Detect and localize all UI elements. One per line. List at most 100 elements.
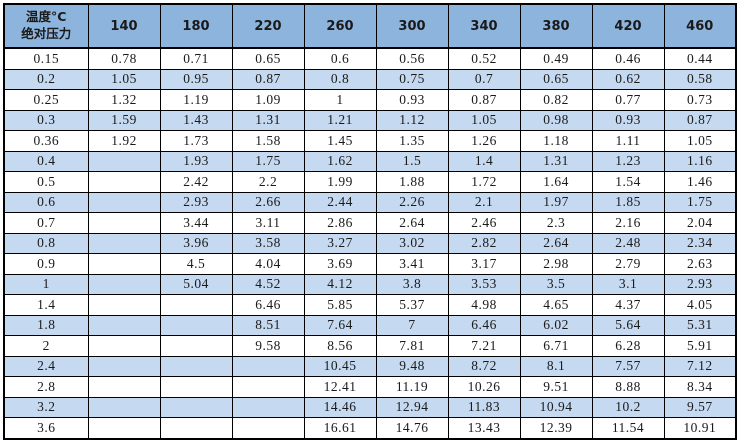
- data-cell: 6.02: [519, 314, 593, 336]
- data-cell: 2.42: [159, 171, 233, 193]
- data-cell: 2.16: [591, 212, 665, 234]
- data-cell: 2.34: [663, 232, 737, 254]
- data-cell: 1.92: [87, 130, 161, 152]
- data-cell: 1.45: [303, 130, 377, 152]
- data-cell: 0.62: [591, 68, 665, 90]
- data-cell: 7.81: [375, 335, 449, 357]
- data-cell: 12.94: [375, 396, 449, 418]
- data-cell: 0.49: [519, 47, 593, 70]
- data-cell: 0.8: [303, 68, 377, 90]
- table-row: 2.8 12.41 11.19 10.26 9.51 8.88 8.34: [3, 376, 737, 398]
- column-header-300: 300: [375, 3, 449, 49]
- data-cell: 5.91: [663, 335, 737, 357]
- data-cell: 12.39: [519, 417, 593, 439]
- data-cell: 2.86: [303, 212, 377, 234]
- data-cell: 1.12: [375, 109, 449, 131]
- data-cell: [87, 355, 161, 377]
- column-header-380: 380: [519, 3, 593, 49]
- data-cell: 0.82: [519, 89, 593, 111]
- table-row: 0.2 1.05 0.95 0.87 0.8 0.75 0.7 0.65 0.62 0.58: [3, 68, 737, 90]
- data-cell: [159, 294, 233, 316]
- data-cell: 2.44: [303, 191, 377, 213]
- data-cell: 1.54: [591, 171, 665, 193]
- data-cell: 2.66: [231, 191, 305, 213]
- data-cell: 14.76: [375, 417, 449, 439]
- data-cell: [87, 396, 161, 418]
- data-cell: 8.34: [663, 376, 737, 398]
- row-header-cell: 3.2: [3, 396, 89, 418]
- table-row: 1 5.04 4.52 4.12 3.8 3.53 3.5 3.1 2.93: [3, 273, 737, 295]
- data-cell: [87, 376, 161, 398]
- data-cell: 8.88: [591, 376, 665, 398]
- data-cell: 1.46: [663, 171, 737, 193]
- row-header-cell: 0.9: [3, 253, 89, 275]
- data-cell: 7.64: [303, 314, 377, 336]
- data-cell: 0.98: [519, 109, 593, 131]
- data-cell: [231, 355, 305, 377]
- data-cell: 13.43: [447, 417, 521, 439]
- data-cell: 3.27: [303, 232, 377, 254]
- data-cell: [159, 355, 233, 377]
- row-header-cell: 0.8: [3, 232, 89, 254]
- data-cell: [87, 314, 161, 336]
- data-cell: 2.93: [159, 191, 233, 213]
- data-cell: 0.71: [159, 47, 233, 70]
- data-cell: 8.56: [303, 335, 377, 357]
- data-cell: 10.94: [519, 396, 593, 418]
- row-header-cell: 3.6: [3, 417, 89, 439]
- data-cell: 0.87: [447, 89, 521, 111]
- data-cell: 5.37: [375, 294, 449, 316]
- table-row: 0.4 1.93 1.75 1.62 1.5 1.4 1.31 1.23 1.16: [3, 150, 737, 172]
- data-cell: 5.31: [663, 314, 737, 336]
- data-cell: 1.16: [663, 150, 737, 172]
- table-row: 1.8 8.51 7.64 7 6.46 6.02 5.64 5.31: [3, 314, 737, 336]
- data-cell: 2.93: [663, 273, 737, 295]
- data-cell: [231, 417, 305, 439]
- table-row: 3.2 14.46 12.94 11.83 10.94 10.2 9.57: [3, 396, 737, 418]
- data-cell: 5.04: [159, 273, 233, 295]
- data-cell: 9.51: [519, 376, 593, 398]
- data-cell: 0.52: [447, 47, 521, 70]
- row-header-cell: 0.25: [3, 89, 89, 111]
- data-cell: 3.41: [375, 253, 449, 275]
- data-cell: [159, 314, 233, 336]
- data-cell: 0.56: [375, 47, 449, 70]
- data-cell: 3.1: [591, 273, 665, 295]
- row-header-cell: 0.5: [3, 171, 89, 193]
- data-cell: [87, 417, 161, 439]
- data-cell: 10.26: [447, 376, 521, 398]
- row-header-cell: 0.2: [3, 68, 89, 90]
- data-cell: 1.99: [303, 171, 377, 193]
- data-cell: 8.1: [519, 355, 593, 377]
- data-cell: [87, 171, 161, 193]
- data-cell: 5.64: [591, 314, 665, 336]
- data-cell: 1.05: [447, 109, 521, 131]
- data-cell: 6.28: [591, 335, 665, 357]
- data-cell: 1.93: [159, 150, 233, 172]
- data-cell: 0.78: [87, 47, 161, 70]
- data-cell: 8.72: [447, 355, 521, 377]
- data-cell: 2.2: [231, 171, 305, 193]
- data-cell: [159, 417, 233, 439]
- data-cell: [231, 396, 305, 418]
- data-cell: 1.4: [447, 150, 521, 172]
- data-cell: 10.2: [591, 396, 665, 418]
- data-cell: 0.7: [447, 68, 521, 90]
- table-row: 0.5 2.42 2.2 1.99 1.88 1.72 1.64 1.54 1.46: [3, 171, 737, 193]
- table-header: 温度°C 绝对压力 140 180 220 260 300 340 380 42…: [3, 3, 737, 49]
- table-row: 0.7 3.44 3.11 2.86 2.64 2.46 2.3 2.16 2.04: [3, 212, 737, 234]
- data-cell: 1.88: [375, 171, 449, 193]
- data-cell: [159, 396, 233, 418]
- data-cell: 1.72: [447, 171, 521, 193]
- data-cell: 3.53: [447, 273, 521, 295]
- column-header-140: 140: [87, 3, 161, 49]
- row-header-cell: 0.4: [3, 150, 89, 172]
- data-cell: [231, 376, 305, 398]
- data-cell: 1.58: [231, 130, 305, 152]
- data-cell: 4.37: [591, 294, 665, 316]
- column-header-260: 260: [303, 3, 377, 49]
- data-cell: 11.19: [375, 376, 449, 398]
- data-cell: 2.26: [375, 191, 449, 213]
- data-cell: 3.96: [159, 232, 233, 254]
- row-header-cell: 1.4: [3, 294, 89, 316]
